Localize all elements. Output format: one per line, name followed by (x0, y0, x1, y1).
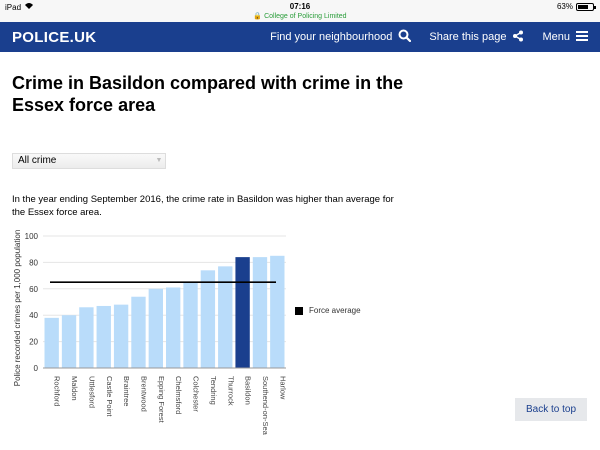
bar-rochford (44, 317, 59, 368)
menu-icon (576, 30, 588, 44)
share-icon (512, 30, 524, 45)
domain-label: College of Policing Limited (264, 13, 347, 20)
find-neighbourhood-label: Find your neighbourhood (270, 31, 393, 43)
status-bar: iPad 07:16 🔒 College of Policing Limited… (0, 0, 600, 22)
x-tick-label: Harlow (278, 376, 287, 400)
bar-southend-on-sea (252, 257, 268, 368)
site-logo[interactable]: POLICE.UK (12, 29, 97, 46)
x-tick-label: Tendring (209, 376, 218, 405)
legend-label: Force average (309, 306, 361, 315)
crime-rate-chart: 0 20 40 60 80 100 Rochford Maldon Uttlesford Cast… (0, 226, 600, 450)
bar-maldon (61, 315, 77, 368)
share-page-label: Share this page (429, 31, 507, 43)
y-tick-label: 60 (29, 285, 38, 294)
site-header: POLICE.UK Find your neighbourhood Share … (0, 22, 600, 52)
x-tick-label: Braintree (122, 376, 131, 406)
crime-type-value: All crime (18, 155, 57, 166)
header-nav: Find your neighbourhood Share this page … (270, 22, 600, 52)
x-tick-label: Basildon (244, 376, 253, 405)
y-tick-label: 0 (34, 364, 39, 373)
x-tick-label: Chelmsford (174, 376, 183, 414)
menu-button[interactable]: Menu (542, 30, 588, 44)
device-name: iPad (5, 2, 22, 12)
x-tick-label: Rochford (53, 376, 62, 406)
page-title: Crime in Basildon compared with crime in… (12, 73, 404, 115)
legend-swatch (295, 306, 303, 315)
y-tick-label: 40 (29, 311, 38, 320)
y-axis-label: Police recorded crimes per 1,000 populat… (13, 230, 22, 387)
x-tick-label: Colchester (192, 376, 201, 412)
bar-brentwood (131, 296, 146, 368)
wifi-icon (24, 2, 34, 12)
secure-domain: 🔒 College of Policing Limited (0, 12, 600, 20)
find-neighbourhood-button[interactable]: Find your neighbourhood (270, 29, 412, 45)
lock-icon: 🔒 (253, 13, 263, 20)
share-page-button[interactable]: Share this page (429, 30, 524, 45)
bar-basildon (235, 257, 250, 368)
status-left: iPad (5, 2, 34, 12)
x-tick-label: Southend-on-Sea (261, 376, 270, 436)
bar-castle-point (96, 305, 111, 368)
bar-braintree (113, 304, 129, 368)
x-tick-label: Brentwood (139, 376, 148, 412)
bar-colchester (183, 282, 198, 368)
x-tick-label: Maldon (70, 376, 79, 401)
battery-icon (576, 2, 596, 11)
x-tick-label: Epping Forest (157, 376, 166, 424)
y-tick-label: 20 (29, 338, 38, 347)
chevron-down-icon: ▼ (155, 157, 163, 164)
crime-type-select[interactable]: All crime ▼ (12, 153, 166, 169)
search-icon (398, 29, 412, 45)
bar-harlow (270, 255, 285, 368)
summary-text: In the year ending September 2016, the c… (12, 194, 394, 218)
chart-legend: Force average (295, 306, 361, 315)
clock: 07:16 (289, 2, 311, 11)
chart-svg: 0 20 40 60 80 100 Rochford Maldon Uttlesford Cast… (13, 230, 287, 436)
y-tick-label: 100 (25, 232, 39, 241)
x-tick-label: Castle Point (105, 376, 114, 417)
bar-chelmsford (166, 287, 181, 368)
menu-label: Menu (542, 31, 570, 43)
x-tick-label: Uttlesford (87, 376, 96, 408)
bar-tendring (200, 270, 216, 368)
battery-percent: 63% (556, 2, 573, 11)
bar-uttlesford (79, 307, 94, 368)
x-tick-label: Thurrock (226, 376, 235, 406)
y-tick-label: 80 (29, 258, 38, 267)
bar-epping-forest (148, 288, 163, 368)
bar-thurrock (218, 266, 233, 368)
status-right: 63% (556, 2, 596, 11)
back-to-top-button[interactable]: Back to top (515, 398, 587, 421)
